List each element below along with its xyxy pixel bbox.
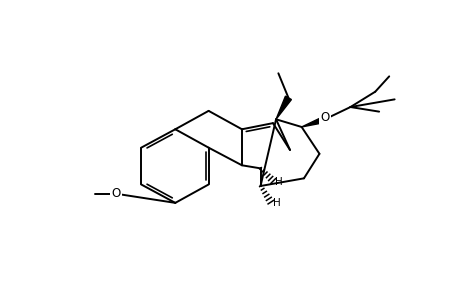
Polygon shape [301,116,325,127]
Text: O: O [319,110,329,124]
Text: H: H [274,177,282,187]
Polygon shape [275,96,291,119]
Text: H: H [272,198,280,208]
Text: O: O [111,187,120,200]
